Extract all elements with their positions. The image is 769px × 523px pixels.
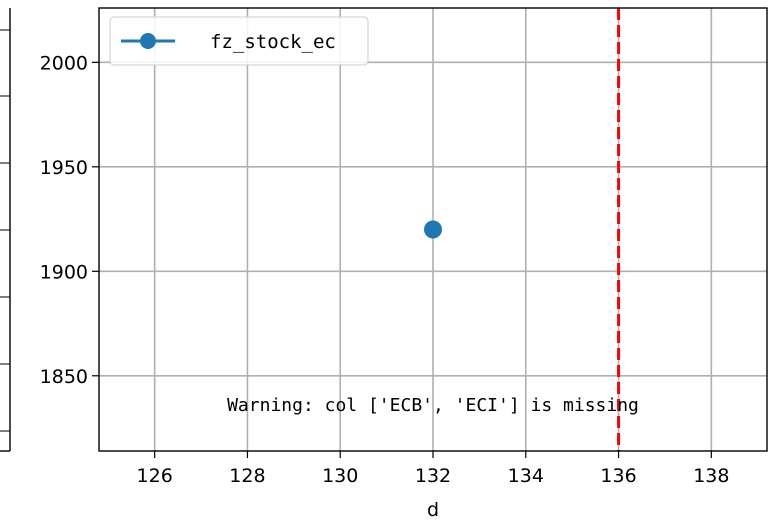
left-partial-axes: [0, 8, 11, 452]
x-tick-label: 134: [508, 465, 544, 487]
y-tick-label: 1850: [40, 366, 88, 388]
legend-box: [109, 16, 369, 66]
x-tick-label: 136: [600, 465, 636, 487]
x-tick-label: 130: [322, 465, 358, 487]
data-points: [424, 220, 442, 239]
legend-marker-swatch: [140, 33, 156, 49]
y-tick-label: 1950: [40, 157, 88, 179]
legend-label: fz_stock_ec: [210, 31, 336, 53]
x-axis-ticks: 126 128 130 132 134 136 138: [137, 451, 729, 487]
y-axis-ticks: 1850 1900 1950 2000: [40, 52, 99, 388]
data-point: [424, 220, 442, 239]
legend: fz_stock_ec: [109, 16, 369, 66]
annotation: Warning: col ['ECB', 'ECI'] is missing: [227, 395, 639, 416]
x-tick-label: 138: [693, 465, 729, 487]
warning-annotation: Warning: col ['ECB', 'ECI'] is missing: [227, 395, 639, 416]
x-tick-label: 128: [229, 465, 265, 487]
x-axis-label: d: [427, 499, 439, 521]
y-tick-label: 2000: [40, 52, 88, 74]
x-tick-label: 132: [415, 465, 451, 487]
x-tick-label: 126: [137, 465, 173, 487]
y-tick-label: 1900: [40, 261, 88, 283]
